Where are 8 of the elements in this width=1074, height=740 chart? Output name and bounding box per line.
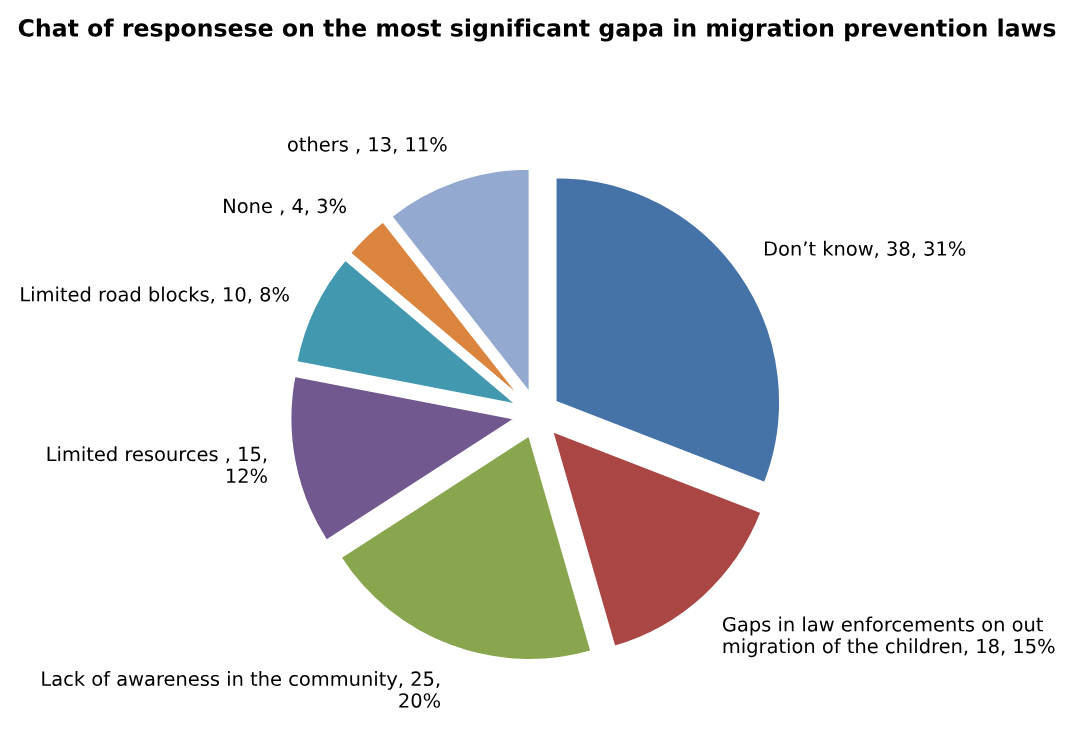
slice-label: others , 13, 11%: [287, 136, 447, 154]
slice-label: None , 4, 3%: [224, 198, 346, 216]
slice-label: Lack of awareness in the community, 25, 20%: [42, 671, 441, 708]
slice-label: Gaps in law enforcements on out migration of the children, 18, 15%: [722, 616, 1055, 658]
slice-label: Limited resources , 15, 12%: [47, 446, 267, 484]
chart-title: Chat of responsese on the most significant gapa in migration prevention laws: [18, 18, 1056, 42]
slice-label: Limited road blocks, 10, 8%: [21, 286, 289, 304]
slice-label: Don’t know, 38, 31%: [764, 240, 966, 258]
